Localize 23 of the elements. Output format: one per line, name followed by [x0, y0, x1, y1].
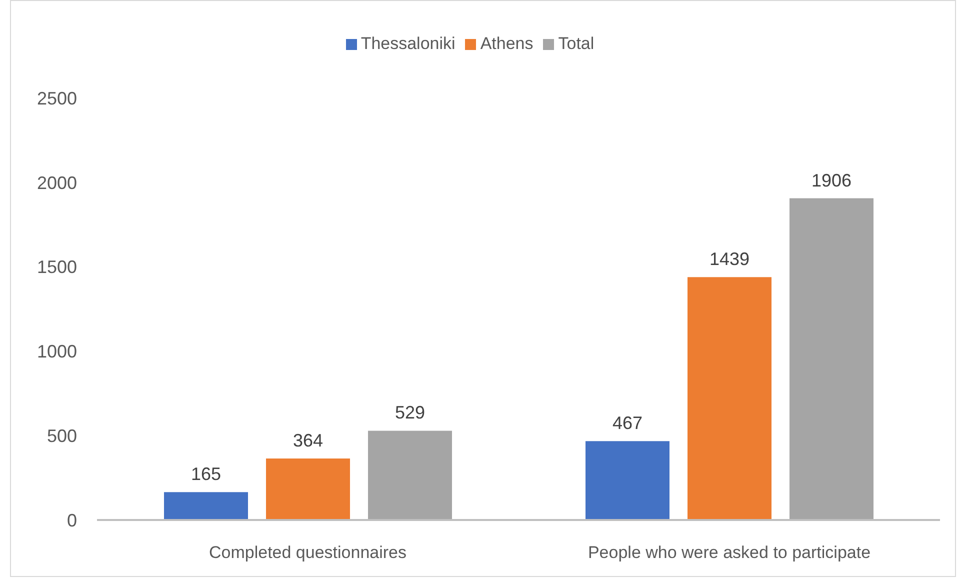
data-label: 1906: [811, 170, 852, 190]
y-tick-label: 0: [66, 510, 77, 530]
data-label: 364: [292, 430, 324, 451]
x-tick-label: People who were asked to participate: [588, 543, 871, 562]
bar: [586, 441, 670, 520]
data-label: 165: [190, 464, 222, 484]
data-label: 529: [394, 402, 426, 423]
bar: [790, 198, 874, 520]
legend-label: Athens: [480, 34, 534, 53]
y-tick-label: 500: [46, 426, 77, 446]
y-tick-label: 1000: [36, 342, 77, 362]
y-tick-label: 1500: [36, 257, 77, 278]
legend-label: Thessaloniki: [360, 34, 456, 53]
y-tick-label: 2000: [36, 172, 77, 193]
data-label: 467: [612, 413, 643, 434]
data-label: 1439: [709, 249, 750, 270]
x-tick-label: Completed questionnaires: [208, 543, 407, 562]
legend-label: Total: [558, 34, 594, 53]
bar: [164, 492, 248, 520]
y-tick-label: 2500: [36, 88, 77, 108]
bar: [688, 277, 772, 520]
bar: [368, 430, 452, 520]
bar: [266, 458, 350, 520]
